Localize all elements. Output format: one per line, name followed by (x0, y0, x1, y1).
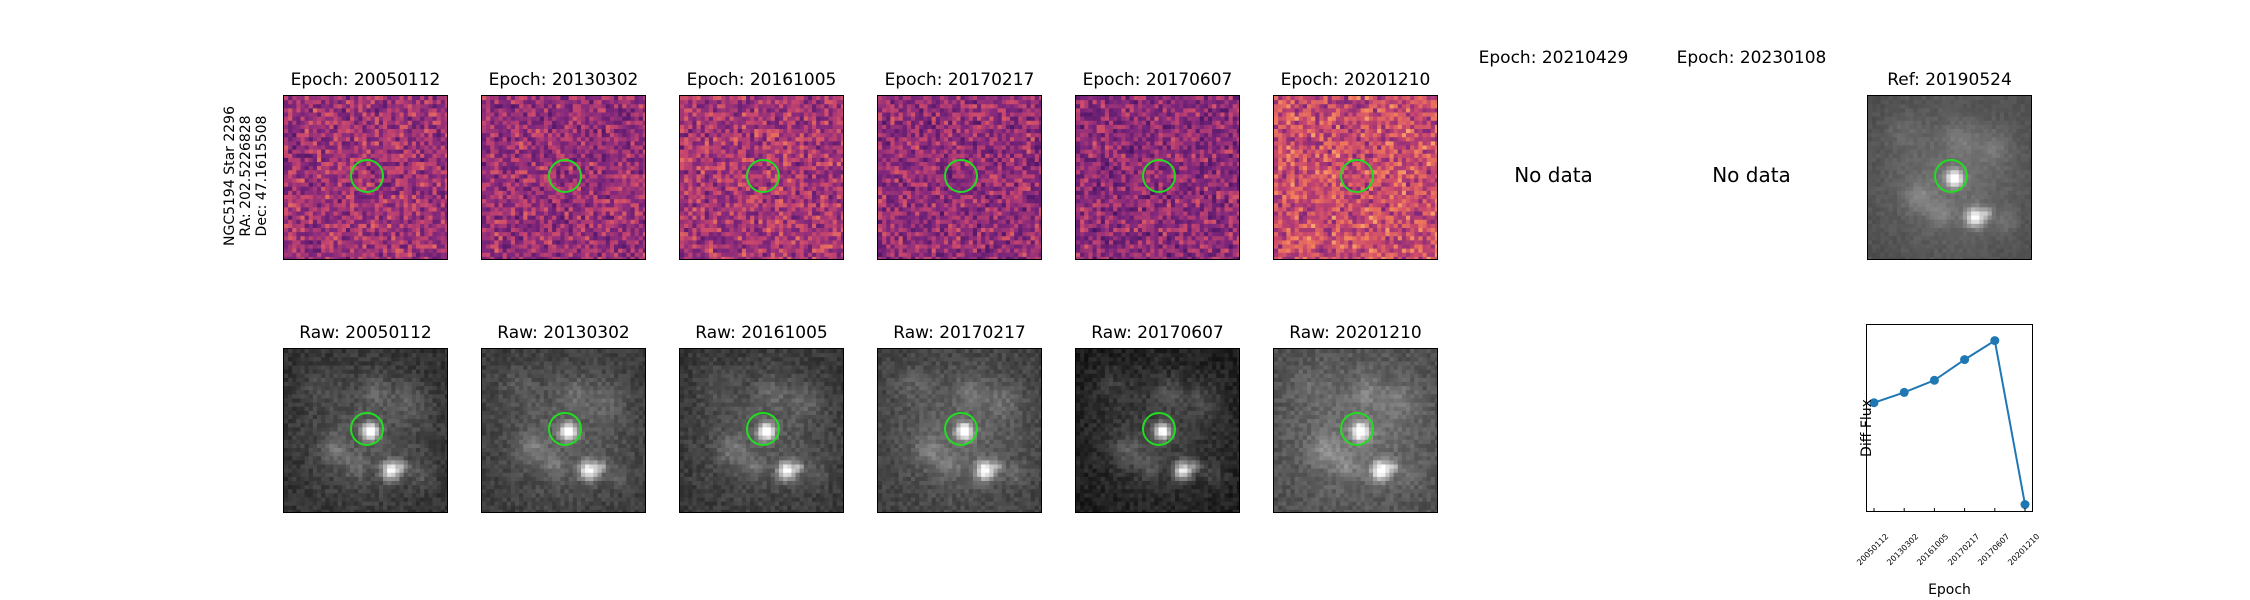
raw-image-5 (1273, 348, 1438, 513)
nodata-7: No data (1669, 163, 1834, 187)
lc-point-3 (1960, 355, 1970, 365)
star-name: NGC5194 Star 2296 (222, 106, 238, 246)
diff-image-3-pixels (878, 96, 1041, 259)
raw-image-1-pixels (482, 349, 645, 512)
raw-title-1: Raw: 20130302 (471, 323, 656, 343)
raw-aperture-4 (1142, 412, 1176, 446)
raw-image-0 (283, 348, 448, 513)
star-dec: Dec: 47.1615508 (254, 106, 270, 246)
diff-title-3: Epoch: 20170217 (867, 70, 1052, 90)
raw-aperture-5 (1340, 412, 1374, 446)
raw-image-2 (679, 348, 844, 513)
star-ra: RA: 202.5226828 (238, 106, 254, 246)
ref-aperture (1934, 159, 1968, 193)
raw-title-5: Raw: 20201210 (1263, 323, 1448, 343)
diff-image-5 (1273, 95, 1438, 260)
diff-image-2 (679, 95, 844, 260)
diff-image-3 (877, 95, 1042, 260)
lc-point-5 (2020, 500, 2030, 509)
diff-title-6: Epoch: 20210429 (1461, 48, 1646, 68)
lc-frame (1866, 324, 2033, 512)
diff-image-5-pixels (1274, 96, 1437, 259)
raw-title-4: Raw: 20170607 (1065, 323, 1250, 343)
diff-image-4-pixels (1076, 96, 1239, 259)
lc-series-line (1873, 338, 2026, 505)
raw-title-3: Raw: 20170217 (867, 323, 1052, 343)
lc-xlabel: Epoch (1866, 582, 2033, 598)
diff-image-1 (481, 95, 646, 260)
light-curve-svg (1866, 324, 2033, 512)
ref-title: Ref: 20190524 (1866, 70, 2033, 90)
raw-image-0-pixels (284, 349, 447, 512)
lc-ylabel: Diff Flux (1859, 393, 1875, 463)
raw-aperture-1 (548, 412, 582, 446)
raw-image-4-pixels (1076, 349, 1239, 512)
diff-aperture-5 (1340, 159, 1374, 193)
raw-image-5-pixels (1274, 349, 1437, 512)
lc-point-4 (1990, 336, 2000, 346)
diff-image-0 (283, 95, 448, 260)
diff-image-2-pixels (680, 96, 843, 259)
raw-title-2: Raw: 20161005 (669, 323, 854, 343)
lc-point-2 (1929, 375, 1939, 385)
diff-title-1: Epoch: 20130302 (471, 70, 656, 90)
raw-image-4 (1075, 348, 1240, 513)
raw-aperture-2 (746, 412, 780, 446)
diff-aperture-2 (746, 159, 780, 193)
lc-point-1 (1899, 387, 1909, 397)
raw-aperture-3 (944, 412, 978, 446)
diff-title-7: Epoch: 20230108 (1659, 48, 1844, 68)
diff-aperture-4 (1142, 159, 1176, 193)
raw-image-3-pixels (878, 349, 1041, 512)
raw-image-2-pixels (680, 349, 843, 512)
diff-title-4: Epoch: 20170607 (1065, 70, 1250, 90)
ref-image (1867, 95, 2032, 260)
nodata-6: No data (1471, 163, 1636, 187)
raw-aperture-0 (350, 412, 384, 446)
diff-image-0-pixels (284, 96, 447, 259)
diff-image-4 (1075, 95, 1240, 260)
raw-title-0: Raw: 20050112 (273, 323, 458, 343)
light-curve-chart (1866, 324, 2033, 512)
diff-image-1-pixels (482, 96, 645, 259)
diff-title-2: Epoch: 20161005 (669, 70, 854, 90)
diff-title-0: Epoch: 20050112 (273, 70, 458, 90)
diff-aperture-0 (350, 159, 384, 193)
diff-aperture-3 (944, 159, 978, 193)
lc-point-0 (1869, 398, 1879, 408)
diff-aperture-1 (548, 159, 582, 193)
ref-image-pixels (1868, 96, 2031, 259)
raw-image-1 (481, 348, 646, 513)
raw-image-3 (877, 348, 1042, 513)
diff-title-5: Epoch: 20201210 (1263, 70, 1448, 90)
